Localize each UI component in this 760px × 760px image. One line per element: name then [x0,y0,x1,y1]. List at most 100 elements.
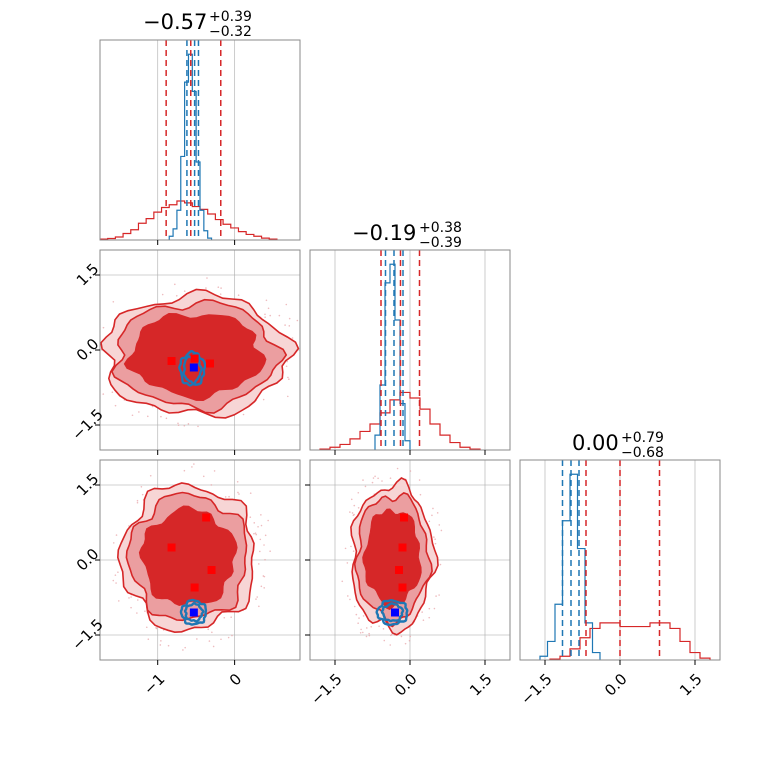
scatter-sample [260,585,263,588]
scatter-sample [231,634,233,637]
scatter-sample [138,411,140,413]
scatter-sample [223,616,226,619]
scatter-sample [174,283,176,286]
blue-marker [391,608,399,617]
scatter-sample [130,606,132,609]
y-tick-label: 0.0 [73,545,103,575]
scatter-sample [296,319,299,322]
scatter-sample [285,365,288,368]
x-tick-label: 0 [226,670,245,689]
scatter-sample [255,533,258,536]
scatter-sample [253,522,256,524]
scatter-sample [237,294,240,297]
scatter-sample [409,635,412,638]
blue-marker [189,608,198,617]
scatter-sample [360,628,362,631]
scatter-sample [364,485,367,488]
title-plus: +0.38 [419,220,462,236]
scatter-sample [288,378,290,381]
scatter-sample [146,415,149,418]
scatter-sample [352,550,355,552]
scatter-sample [421,611,423,613]
scatter-sample [263,587,266,589]
scatter-sample [207,628,210,631]
scatter-sample [262,398,265,401]
scatter-sample [130,596,132,598]
scatter-sample [205,287,207,289]
scatter-sample [253,532,255,535]
panel-2d-param-0-vs-2 [100,460,300,660]
title-median: −0.19 [352,221,416,245]
scatter-sample [258,605,260,608]
scatter-sample [432,507,434,510]
scatter-sample [374,475,376,478]
scatter-sample [365,627,368,629]
scatter-sample [389,477,392,479]
red-marker [167,357,176,365]
scatter-sample [191,466,193,468]
x-tick-label: 1.5 [466,670,496,700]
scatter-sample [428,607,431,610]
scatter-sample [372,477,375,479]
scatter-sample [361,631,364,634]
scatter-sample [347,595,349,597]
scatter-sample [291,337,294,339]
scatter-sample [259,538,262,541]
red-marker [190,583,199,592]
scatter-sample [91,362,93,364]
scatter-sample [288,317,291,320]
scatter-sample [365,635,368,638]
scatter-sample [404,642,407,645]
title-median: 0.00 [572,431,619,455]
blue-contour-2 [375,598,409,627]
scatter-sample [220,287,222,289]
blue-contour-1 [380,602,405,623]
scatter-sample [208,640,211,642]
scatter-sample [117,600,120,602]
scatter-sample [149,474,152,477]
scatter-sample [213,470,216,472]
title-param-0: −0.57 +0.39 −0.32 [143,9,252,40]
scatter-sample [220,638,222,641]
scatter-sample [131,414,134,417]
scatter-sample [353,605,356,608]
scatter-sample [370,625,372,628]
scatter-sample [254,532,257,534]
scatter-sample [302,366,304,368]
scatter-sample [428,520,431,523]
scatter-sample [264,534,267,537]
scatter-sample [147,638,150,641]
title-param-2: 0.00 +0.79 −0.68 [572,430,664,461]
red-marker [398,543,407,552]
scatter-sample [288,325,291,327]
panel-2d-param-1-vs-2 [310,460,510,660]
title-plus: +0.39 [209,9,252,25]
red-marker [206,359,214,368]
x-tick-label: −1 [140,670,168,698]
scatter-sample [111,391,114,394]
scatter-sample [409,470,412,472]
scatter-sample [90,367,92,369]
scatter-sample [145,626,148,629]
x-tick-label: 0.0 [601,670,631,700]
x-tick-label: −1.5 [517,670,555,708]
scatter-sample [311,351,313,353]
scatter-sample [264,316,266,318]
scatter-sample [267,307,270,310]
scatter-sample [383,639,386,642]
red-marker [202,513,211,522]
scatter-sample [183,469,186,472]
scatter-sample [368,634,371,637]
scatter-sample [259,550,261,553]
scatter-sample [161,293,164,296]
scatter-sample [140,485,143,488]
scatter-sample [269,550,271,552]
scatter-sample [177,422,179,425]
scatter-sample [177,424,180,426]
scatter-sample [357,507,360,509]
scatter-sample [419,493,422,496]
panel-hist-param-1 [319,250,486,450]
scatter-sample [114,404,117,407]
scatter-sample [196,638,198,640]
scatter-sample [257,563,260,565]
